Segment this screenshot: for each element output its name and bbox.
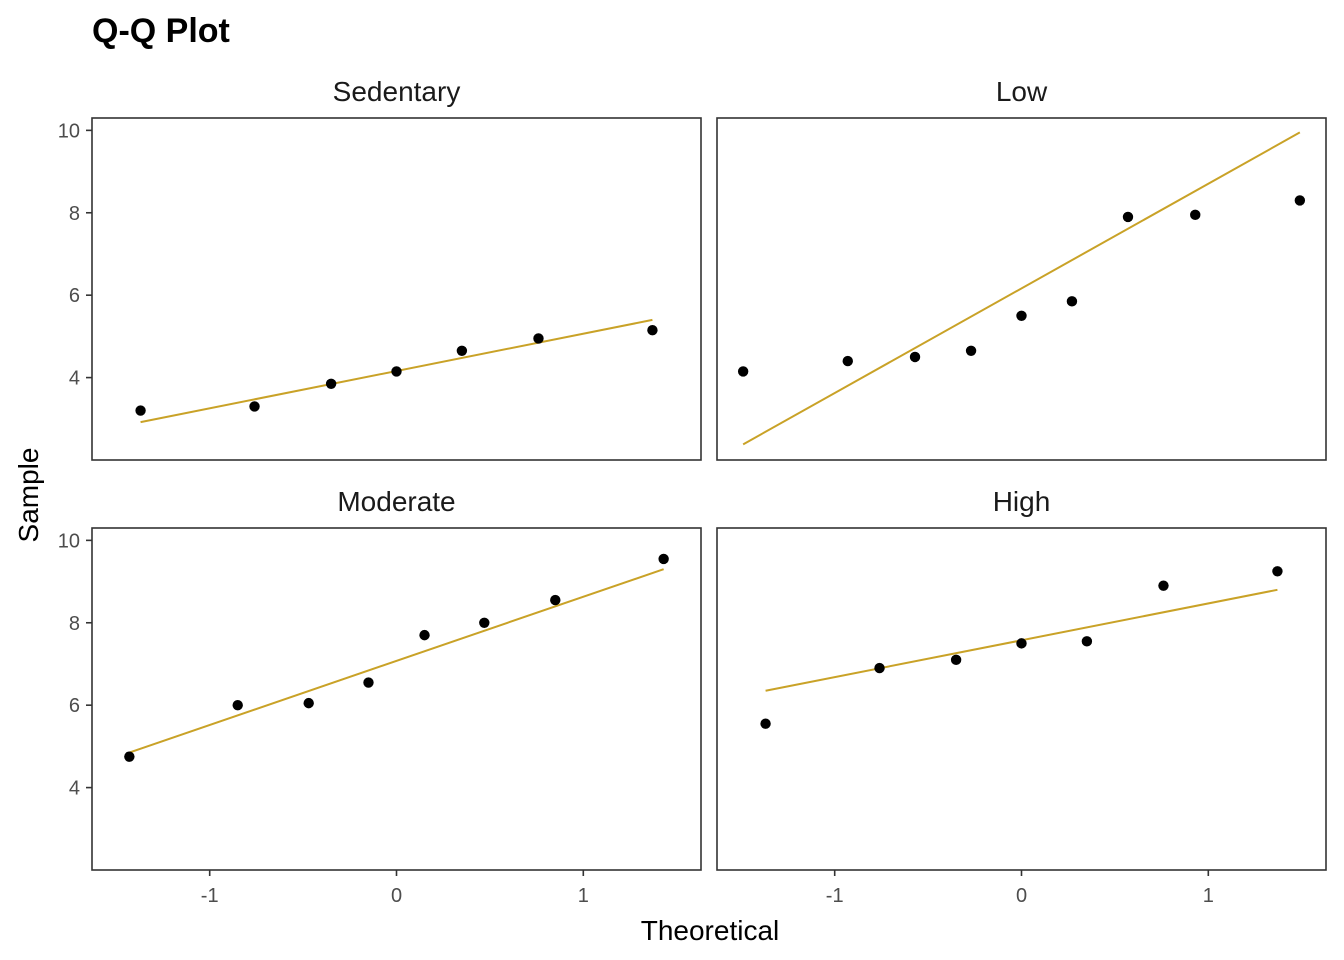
y-tick-label: 10 [58,530,80,552]
data-point [249,401,260,412]
data-point [325,378,337,389]
data-point [550,594,561,606]
panel-moderate: Moderate 4 6 8 10 -1 0 1 [58,486,702,907]
data-point [965,345,977,357]
data-point [303,697,314,709]
data-point [1122,211,1134,223]
data-point [760,718,771,729]
data-point [479,617,490,628]
panel-label-moderate: Moderate [337,486,455,517]
chart-title: Q-Q Plot [92,12,230,50]
data-point [363,677,374,688]
panel-frame [716,117,1327,461]
data-point [842,355,853,367]
data-point [533,333,544,344]
data-point [1016,310,1027,321]
panel-sedentary: Sedentary 4 6 8 10 [58,76,702,461]
panel-frame [716,527,1327,871]
data-point [1016,638,1027,649]
y-tick-label: 4 [69,778,80,800]
x-tick-label: 0 [1016,885,1027,907]
y-tick-label: 10 [58,120,80,142]
data-point [909,351,921,363]
data-point [419,629,430,641]
x-tick-label: -1 [201,885,219,907]
panel-label-low: Low [996,76,1048,107]
qq-reference-line [129,568,664,754]
data-point [658,553,669,565]
x-tick-label: 0 [391,885,402,907]
y-tick-label: 8 [69,613,80,635]
data-point [391,366,402,377]
panel-high: High -1 0 1 [716,486,1327,907]
x-tick-label: 1 [1203,885,1214,907]
panel-label-high: High [993,486,1051,517]
data-point [135,405,146,416]
y-axis-title: Sample [13,448,44,543]
panel-low: Low [716,76,1327,461]
x-tick-label: 1 [578,885,589,907]
y-tick-label: 4 [69,368,80,390]
data-point [124,751,135,762]
data-point [456,345,468,357]
data-point [232,699,243,711]
data-point [1158,580,1169,591]
data-point [1294,195,1306,206]
qq-reference-line [742,131,1301,446]
x-axis-title: Theoretical [641,915,780,946]
data-point [1272,566,1283,577]
panel-frame [91,117,702,461]
data-point [950,654,962,666]
y-tick-label: 6 [69,285,80,307]
data-point [647,325,658,336]
data-point [737,366,749,377]
data-point [1190,209,1201,221]
y-tick-label: 6 [69,695,80,717]
data-point [1066,296,1078,307]
panel-label-sedentary: Sedentary [333,76,461,107]
panel-frame [91,527,702,871]
x-tick-label: -1 [826,885,844,907]
y-tick-label: 8 [69,203,80,225]
data-point [874,662,885,674]
data-point [1081,636,1093,647]
